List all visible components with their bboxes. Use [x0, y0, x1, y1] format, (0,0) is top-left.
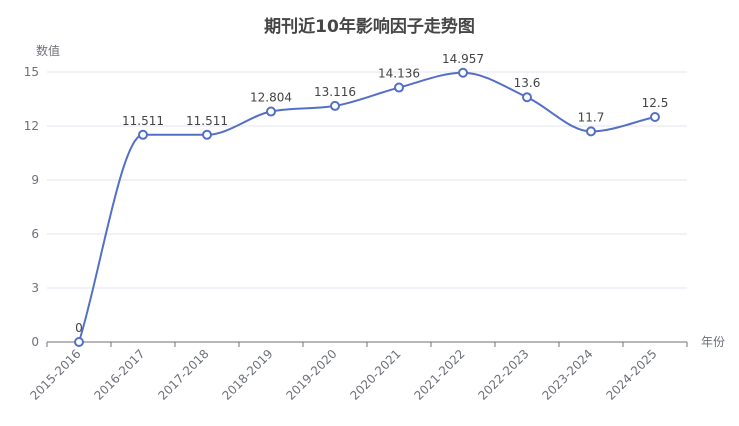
y-axis-title: 数值: [36, 43, 60, 58]
data-point[interactable]: [458, 67, 468, 78]
data-point[interactable]: [138, 129, 148, 140]
x-tick-label: 2021-2022: [411, 347, 467, 403]
data-label: 12.5: [642, 96, 669, 110]
data-point[interactable]: [650, 112, 660, 122]
y-tick-label: 3: [31, 281, 39, 295]
data-point[interactable]: [522, 92, 532, 103]
y-tick-label: 9: [31, 173, 39, 187]
data-point[interactable]: [586, 126, 596, 137]
data-label: 13.6: [514, 76, 541, 90]
data-point[interactable]: [74, 337, 84, 347]
x-tick-label: 2018-2019: [219, 347, 275, 403]
data-point[interactable]: [266, 106, 276, 117]
y-tick-label: 15: [24, 65, 39, 79]
y-tick-label: 6: [31, 227, 39, 241]
x-tick-label: 2017-2018: [155, 347, 211, 403]
data-point[interactable]: [394, 82, 404, 93]
data-label: 12.804: [250, 91, 292, 105]
data-point[interactable]: [330, 100, 340, 111]
data-label: 11.7: [578, 110, 605, 124]
x-tick-label: 2022-2023: [475, 347, 531, 403]
data-label: 11.511: [186, 114, 228, 128]
x-tick-label: 2015-2016: [27, 347, 83, 403]
x-tick-label: 2019-2020: [283, 347, 339, 403]
y-tick-label: 0: [31, 335, 39, 349]
series-line: [78, 71, 656, 343]
x-tick-label: 2023-2024: [539, 347, 595, 403]
x-axis-title: 年份: [701, 335, 725, 349]
data-label: 11.511: [122, 114, 164, 128]
data-label: 14.957: [442, 52, 484, 66]
chart-title: 期刊近10年影响因子走势图: [264, 16, 475, 37]
y-tick-label: 12: [24, 119, 39, 133]
data-label: 14.136: [378, 67, 420, 81]
data-point[interactable]: [202, 129, 212, 140]
data-label: 0: [75, 321, 83, 335]
x-tick-label: 2024-2025: [603, 347, 659, 403]
x-tick-label: 2016-2017: [91, 347, 147, 403]
data-label: 13.116: [314, 85, 356, 99]
x-tick-label: 2020-2021: [347, 347, 403, 403]
